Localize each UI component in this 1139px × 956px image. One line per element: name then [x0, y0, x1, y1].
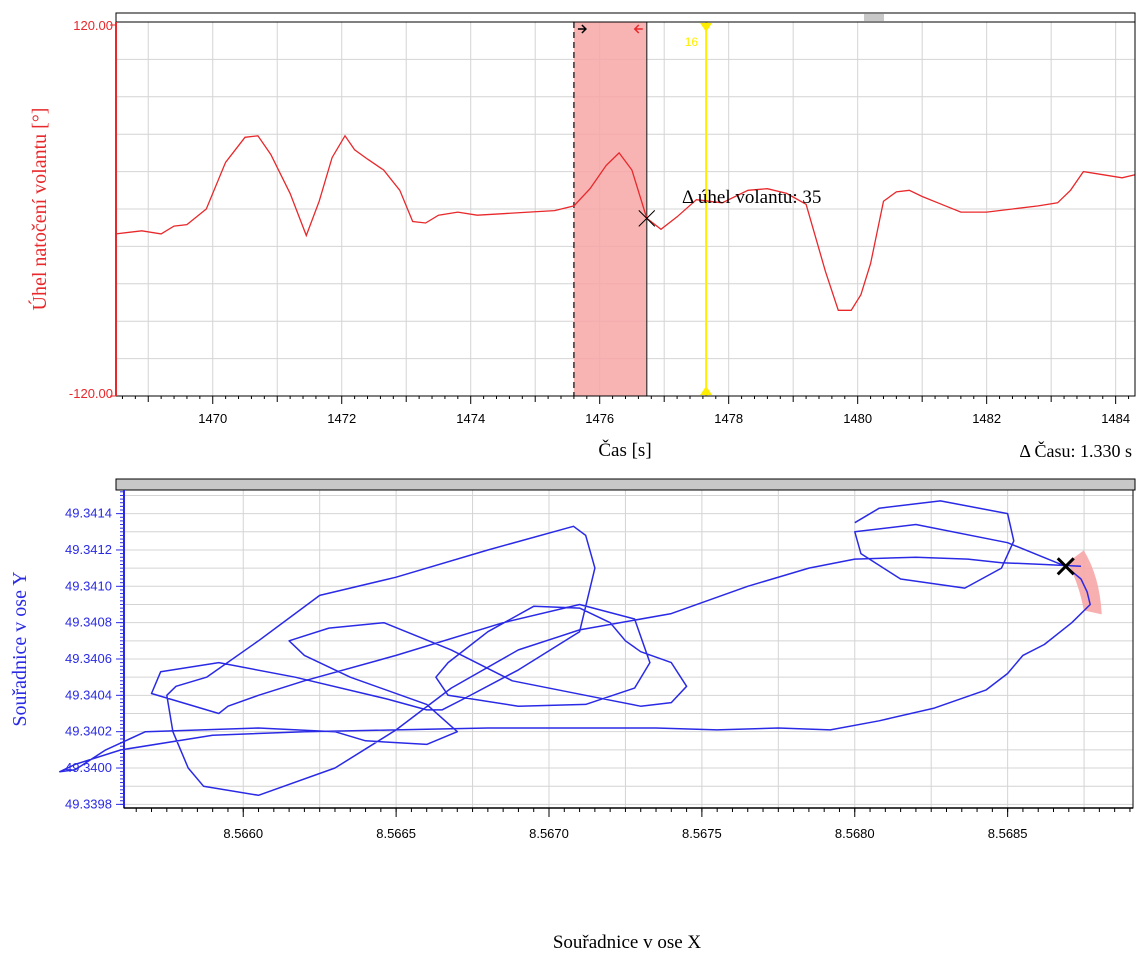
y-min-label: -120.00 — [69, 386, 113, 401]
cursor-label: 16 — [685, 35, 699, 49]
delta-time-label: Δ Času: 1.330 s — [1019, 440, 1132, 461]
position-xy-chart: 49.3398 49.3400 49.3402 49.3404 49.3406 49.34… — [9, 478, 1136, 953]
x-tick-label: 8.5665 — [376, 826, 416, 841]
x-tick-label: 1484 — [1101, 411, 1130, 426]
range-start-arrow-icon — [577, 24, 587, 34]
track-trace — [854, 500, 1066, 589]
y-axis-label: Úhel natočení volantu [°] — [27, 108, 51, 311]
plot-area — [124, 490, 1133, 808]
x-tick-label: 1478 — [714, 411, 743, 426]
x-axis-label: Souřadnice v ose X — [553, 932, 702, 953]
y-tick-label: 49.3412 — [65, 542, 112, 557]
x-tick-label: 1480 — [843, 411, 872, 426]
track-trace — [59, 525, 1091, 797]
x-tick-label: 1470 — [198, 411, 227, 426]
y-tick-label: 49.3400 — [65, 760, 112, 775]
scrollbar-thumb — [864, 14, 884, 21]
scrollbar-track — [115, 478, 1136, 491]
cursor-bottom-marker-icon — [700, 386, 713, 395]
marker-x-icon — [638, 209, 656, 227]
y-max-label: 120.00 — [73, 18, 113, 33]
x-tick-label: 8.5685 — [988, 826, 1028, 841]
cursor-top-marker-icon — [700, 23, 713, 32]
steering-angle-trace — [115, 134, 1136, 311]
x-tick-label: 1472 — [327, 411, 356, 426]
x-tick-label: 1474 — [456, 411, 485, 426]
x-tick-label: 8.5660 — [223, 826, 263, 841]
y-tick-label: 49.3410 — [65, 578, 112, 593]
delta-angle-annotation: Δ úhel volantu: 35 — [682, 187, 821, 208]
x-tick-label: 8.5670 — [529, 826, 569, 841]
y-tick-label: 49.3404 — [65, 687, 112, 702]
x-tick-label: 1482 — [972, 411, 1001, 426]
y-tick-label: 49.3406 — [65, 651, 112, 666]
x-tick-label: 1476 — [585, 411, 614, 426]
y-tick-label: 49.3398 — [65, 796, 112, 811]
y-tick-label: 49.3414 — [65, 506, 112, 521]
marker-x-icon — [1056, 557, 1075, 576]
steering-angle-chart: 16 Δ úhel volantu: 35 120.00 -120.00 Úhel na… — [27, 12, 1136, 461]
range-end-arrow-icon — [633, 24, 643, 34]
x-tick-label: 8.5675 — [682, 826, 722, 841]
y-tick-label: 49.3402 — [65, 724, 112, 739]
y-axis-label: Souřadnice v ose Y — [9, 571, 31, 726]
highlight-region — [573, 22, 647, 396]
y-tick-label: 49.3408 — [65, 615, 112, 630]
scrollbar-track — [115, 12, 1136, 23]
x-tick-label: 8.5680 — [835, 826, 875, 841]
x-axis-label: Čas [s] — [598, 439, 651, 461]
